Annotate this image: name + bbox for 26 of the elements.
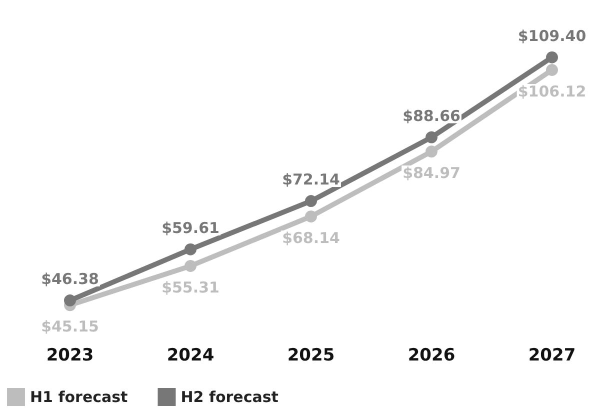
point: [64, 294, 76, 306]
legend-label: H2 forecast: [180, 388, 278, 406]
x-tick-label: 2023: [46, 346, 94, 366]
data-label: $68.14: [282, 228, 340, 247]
x-tick-label: 2024: [166, 346, 214, 366]
data-label: $55.31: [162, 278, 220, 296]
point: [305, 195, 317, 208]
point: [184, 243, 196, 256]
legend-label: H1 forecast: [30, 388, 128, 406]
data-label: $45.15: [41, 318, 99, 336]
point: [305, 210, 317, 222]
data-label: $109.40: [518, 26, 586, 45]
data-label: $84.97: [402, 164, 460, 182]
x-tick-label: 2027: [528, 346, 576, 366]
data-label: $106.12: [518, 82, 586, 100]
point: [184, 260, 196, 272]
x-tick-label: 2026: [408, 346, 456, 366]
point: [546, 64, 558, 76]
data-label: $88.66: [402, 106, 460, 125]
data-label: $46.38: [41, 270, 99, 288]
point: [546, 51, 558, 64]
x-tick-label: 2025: [287, 346, 335, 366]
point: [426, 131, 438, 144]
point: [426, 146, 438, 158]
data-label: $59.61: [162, 218, 220, 237]
data-label: $72.14: [282, 170, 340, 189]
